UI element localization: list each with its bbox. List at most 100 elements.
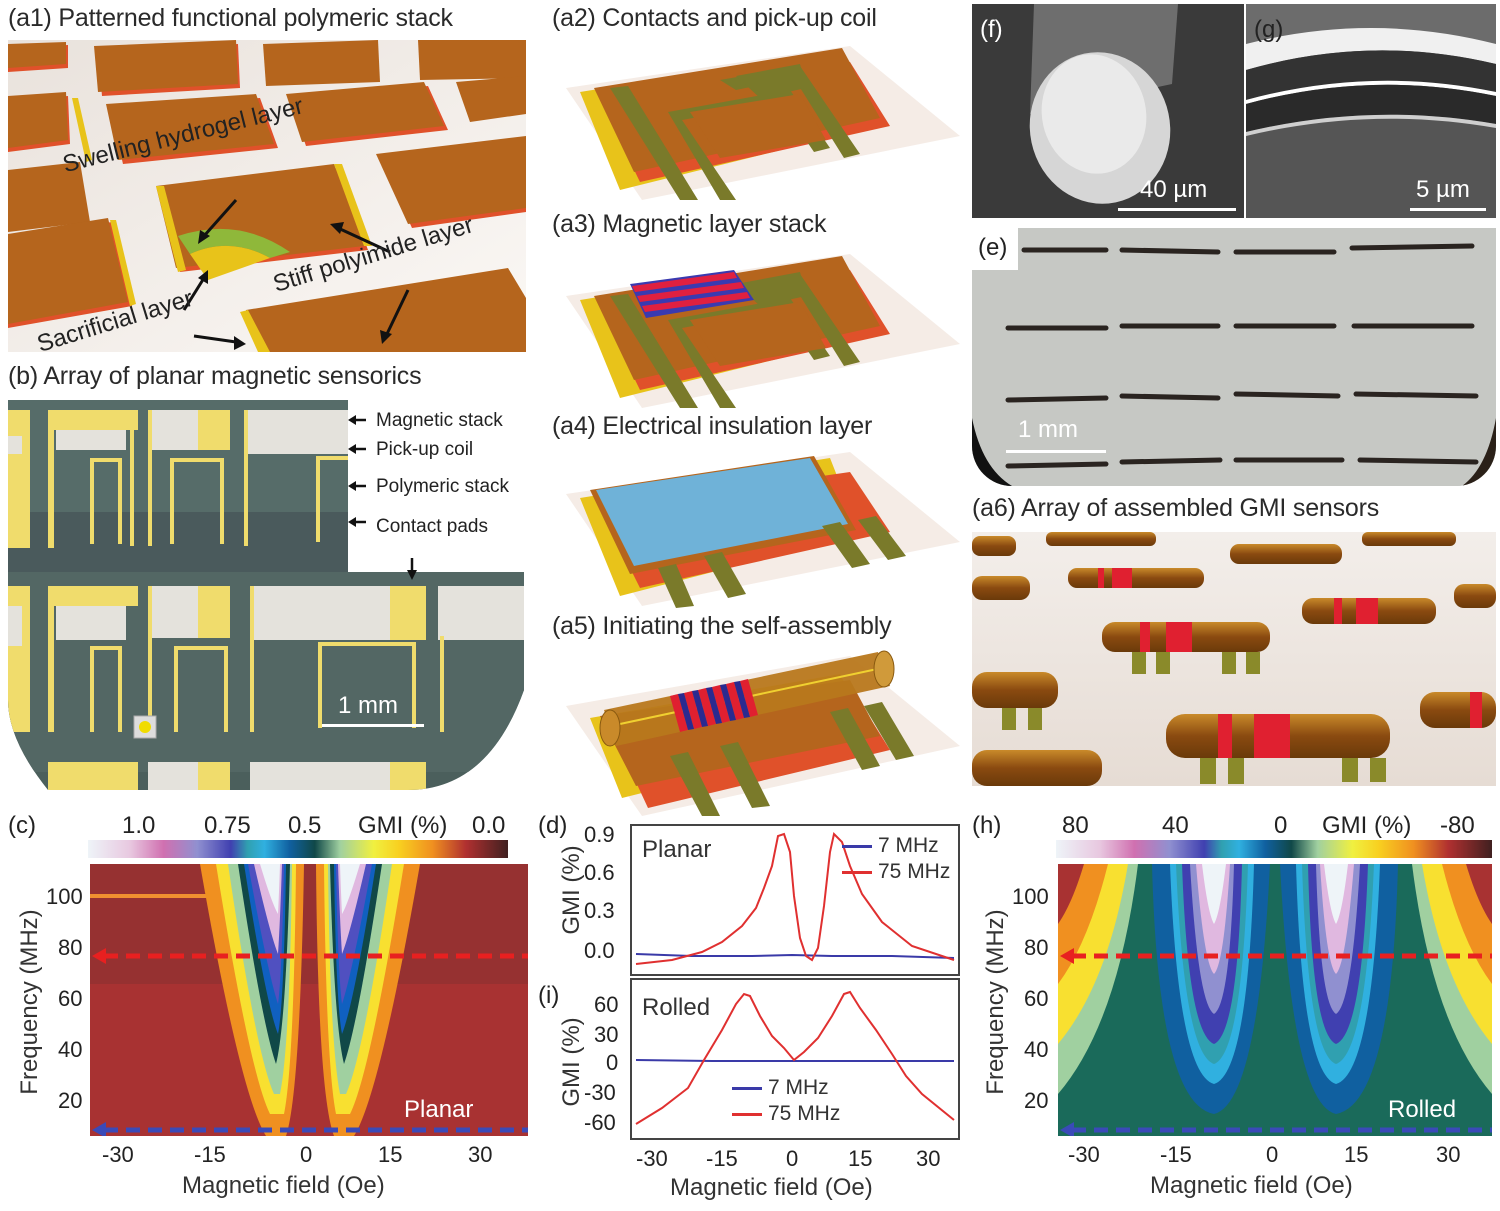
panel-a3-image [560, 248, 960, 408]
panel-f-scalebar [1118, 208, 1236, 211]
annotation-polymeric-stack: Polymeric stack [376, 476, 510, 497]
xtick: 0 [786, 1146, 799, 1171]
colorbar-c-tick-min: 0.0 [472, 812, 506, 839]
line-chart-d-inset-label: Planar [642, 836, 712, 863]
panel-b-title: (b) Array of planar magnetic sensorics [8, 362, 422, 390]
panel-a2-title: (a2) Contacts and pick-up coil [552, 4, 877, 32]
xtick: 30 [916, 1146, 941, 1171]
xtick: -30 [102, 1142, 134, 1167]
panel-f-label: (f) [980, 16, 1003, 43]
xtick: 0 [1266, 1142, 1279, 1167]
contacts-coil-render [566, 46, 960, 200]
line-chart-d-ylabel: GMI (%) [558, 845, 585, 935]
ytick: 80 [1024, 935, 1049, 960]
legend-item: 75 MHz [732, 1102, 840, 1126]
ytick: 60 [1024, 986, 1049, 1011]
ytick: 100 [46, 884, 83, 909]
colorbar-c [88, 840, 508, 858]
legend-item: 75 MHz [842, 860, 950, 884]
ytick: -60 [584, 1110, 616, 1135]
heatmap-h-ylabel: Frequency (MHz) [982, 909, 1009, 1095]
panel-g-scalebar-label: 5 µm [1416, 176, 1470, 203]
ytick: 100 [1012, 884, 1049, 909]
panel-a1-title: (a1) Patterned functional polymeric stac… [8, 4, 453, 32]
panel-e-scalebar [1006, 450, 1106, 453]
self-assembly-render [566, 650, 960, 816]
panel-a6-render [972, 532, 1496, 786]
heatmap-h-inset-label: Rolled [1388, 1096, 1457, 1123]
line-chart-i-xlabel: Magnetic field (Oe) [670, 1174, 873, 1201]
heatmap-h-xlabel: Magnetic field (Oe) [1150, 1172, 1353, 1199]
panel-a5-title: (a5) Initiating the self-assembly [552, 612, 892, 640]
heatmap-c-plot: Planar [90, 864, 528, 1136]
legend-swatch-red [732, 1112, 762, 1116]
panel-a3-title: (a3) Magnetic layer stack [552, 210, 827, 238]
panel-d-label: (d) [538, 812, 568, 839]
ytick: 20 [1024, 1088, 1049, 1113]
ytick: 0.9 [584, 822, 615, 847]
colorbar-h-tick: 0 [1274, 812, 1288, 839]
ytick: 40 [1024, 1037, 1049, 1062]
panel-c-label: (c) [8, 812, 36, 839]
panel-a4-image [560, 446, 960, 608]
panel-e-scalebar-label: 1 mm [1018, 416, 1078, 443]
ytick: 30 [594, 1022, 619, 1047]
colorbar-h [1056, 840, 1492, 858]
panel-h-label: (h) [972, 812, 1002, 839]
panel-b-image: Magnetic stack Pick-up coil Polymeric st… [8, 400, 528, 790]
annotation-magnetic-stack: Magnetic stack [376, 410, 503, 431]
annotation-contact-pads: Contact pads [376, 516, 488, 537]
line-chart-i: Rolled 7 MHz 75 MHz [630, 978, 960, 1140]
panel-g-sem-image: (g) 5 µm [1246, 4, 1496, 218]
colorbar-c-tick: 0.75 [204, 812, 251, 839]
heatmap-c-ylabel: Frequency (MHz) [16, 909, 43, 1095]
magnetic-multilayer [630, 270, 754, 318]
xtick: 15 [848, 1146, 873, 1171]
insulation-layer-render [566, 452, 960, 608]
scalebar [322, 724, 424, 727]
colorbar-h-tick-min: -80 [1440, 812, 1475, 839]
heatmap-h-plot: Rolled [1058, 864, 1492, 1136]
line-chart-d: Planar 7 MHz 75 MHz [630, 824, 960, 976]
colorbar-c-tick: 0.5 [288, 812, 322, 839]
heatmap-c-inset-label: Planar [404, 1096, 474, 1123]
planar-sensor-micrograph [8, 400, 524, 790]
panel-a4-title: (a4) Electrical insulation layer [552, 412, 873, 440]
assembled-sensor-array-render [972, 532, 1496, 786]
ytick: 60 [594, 992, 619, 1017]
legend-swatch-blue [842, 844, 872, 848]
xtick: -30 [636, 1146, 668, 1171]
panel-a6-title: (a6) Array of assembled GMI sensors [972, 494, 1380, 522]
xtick: 30 [468, 1142, 493, 1167]
legend-item: 7 MHz [732, 1076, 840, 1100]
colorbar-h-tick-max: 80 [1062, 812, 1089, 839]
legend-i: 7 MHz 75 MHz [732, 1076, 840, 1126]
ytick: 60 [58, 986, 83, 1011]
ytick: 40 [58, 1037, 83, 1062]
colorbar-h-title: GMI (%) [1322, 812, 1412, 839]
xtick: -30 [1068, 1142, 1100, 1167]
xtick: -15 [1160, 1142, 1192, 1167]
panel-e-label: (e) [978, 234, 1008, 261]
panel-i-label: (i) [538, 982, 560, 1009]
colorbar-c-title: GMI (%) [358, 812, 448, 839]
panel-e-photo: (e) 1 mm [972, 228, 1496, 486]
legend-swatch-blue [732, 1086, 762, 1090]
ytick: 0.3 [584, 898, 615, 923]
xtick: 30 [1436, 1142, 1461, 1167]
heatmap-c-xlabel: Magnetic field (Oe) [182, 1172, 385, 1199]
xtick: -15 [194, 1142, 226, 1167]
ytick: 20 [58, 1088, 83, 1113]
legend-item: 7 MHz [842, 834, 950, 858]
xtick: -15 [706, 1146, 738, 1171]
rolled-tube [599, 650, 895, 747]
scalebar-label: 1 mm [338, 692, 398, 719]
ytick: 0.0 [584, 938, 615, 963]
panel-a5-image [560, 646, 960, 816]
panel-f-scalebar-label: 40 µm [1140, 176, 1208, 203]
panel-f-sem-image: (f) 40 µm [972, 4, 1244, 218]
xtick: 15 [378, 1142, 403, 1167]
ytick: 0 [606, 1050, 619, 1075]
annotation-pick-up-coil: Pick-up coil [376, 439, 474, 460]
colorbar-c-tick-max: 1.0 [122, 812, 156, 839]
